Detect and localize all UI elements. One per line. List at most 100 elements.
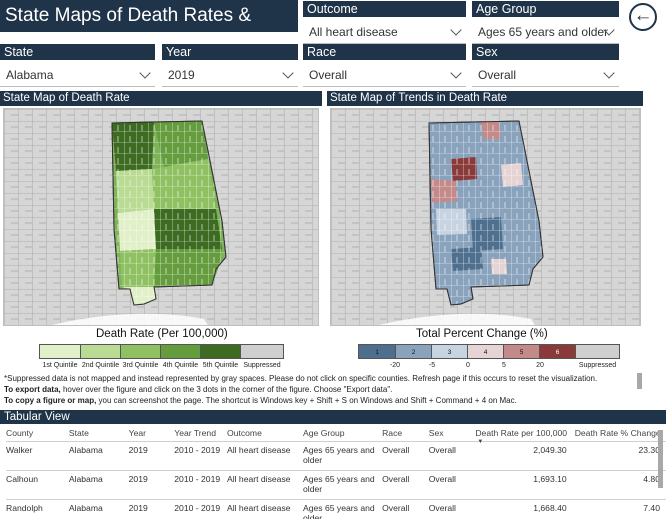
sex-value: Overall xyxy=(478,68,517,82)
table-scrollbar[interactable] xyxy=(658,430,663,488)
legend-label-q5: 5th Quintile xyxy=(202,362,239,369)
year-label: Year xyxy=(162,44,298,60)
cell-race: Overall xyxy=(382,469,429,499)
copy-note: To copy a figure or map, you can screens… xyxy=(4,396,517,406)
notes: *Suppressed data is not mapped and inste… xyxy=(4,373,632,407)
export-note: To export data, hover over the figure an… xyxy=(4,385,393,395)
legend-label-q2: 2nd Quintile xyxy=(81,362,120,369)
outcome-value: All heart disease xyxy=(309,25,398,39)
death-rate-map-title: State Map of Death Rate xyxy=(0,91,322,106)
table-header: County State Year Year Trend Outcome Age… xyxy=(6,424,666,445)
trend-tick-5: 20 xyxy=(536,362,544,369)
outcome-label: Outcome xyxy=(303,1,466,17)
state-value: Alabama xyxy=(6,68,54,82)
col-county[interactable]: County xyxy=(6,428,34,438)
cell-year: 2019 xyxy=(128,469,175,499)
cell-year-trend: 2010 - 2019 xyxy=(174,440,227,470)
cell-county: Calhoun xyxy=(6,469,69,499)
trend-map-title: State Map of Trends in Death Rate xyxy=(327,91,643,106)
chevron-down-icon xyxy=(450,67,462,79)
death-rate-legend xyxy=(39,344,285,362)
trend-swatch-suppressed xyxy=(575,344,620,359)
trend-swatch-5: 5 xyxy=(503,344,540,359)
year-value: 2019 xyxy=(168,68,195,82)
col-state[interactable]: State xyxy=(68,428,89,438)
age-group-label: Age Group xyxy=(472,1,619,17)
sex-dropdown[interactable]: Overall xyxy=(472,63,619,87)
chevron-down-icon xyxy=(603,67,615,79)
col-age-group[interactable]: Age Group xyxy=(303,428,345,438)
cell-age-group: Ages 65 years and older xyxy=(303,440,383,470)
back-arrow-icon[interactable]: ← xyxy=(629,3,657,31)
cell-state: Alabama xyxy=(68,498,129,519)
col-outcome[interactable]: Outcome xyxy=(226,428,262,438)
age-group-dropdown[interactable]: Ages 65 years and older xyxy=(472,20,619,44)
cell-death-rate-change: 7.40 xyxy=(574,498,666,519)
col-race[interactable]: Race xyxy=(382,428,403,438)
cell-year-trend: 2010 - 2019 xyxy=(174,498,227,519)
col-death-rate[interactable]: Death Rate per 100,000 ▼ xyxy=(475,428,568,445)
cell-age-group: Ages 65 years and older xyxy=(303,498,383,519)
data-table: County State Year Year Trend Outcome Age… xyxy=(6,424,666,519)
cell-sex: Overall xyxy=(428,498,476,519)
state-label: State xyxy=(0,44,155,60)
trend-tick-suppressed: Suppressed xyxy=(578,362,617,369)
cell-death-rate: 1,668.40 xyxy=(475,498,575,519)
tabular-view: County State Year Year Trend Outcome Age… xyxy=(0,424,666,519)
trend-swatch-2: 2 xyxy=(395,344,432,359)
cell-death-rate: 1,693.10 xyxy=(475,469,575,499)
trend-swatch-6: 6 xyxy=(539,344,576,359)
cell-year-trend: 2010 - 2019 xyxy=(174,469,227,499)
cell-death-rate-change: 23.30 xyxy=(574,440,666,470)
race-dropdown[interactable]: Overall xyxy=(303,63,466,87)
trend-legend: 1 2 3 4 5 6 xyxy=(358,344,620,362)
outcome-dropdown[interactable]: All heart disease xyxy=(303,20,466,44)
legend-label-q1: 1st Quintile xyxy=(42,362,78,369)
chevron-down-icon xyxy=(450,24,462,36)
legend-swatch-q2 xyxy=(80,344,121,359)
trend-legend-title: Total Percent Change (%) xyxy=(416,328,548,340)
trend-swatch-3: 3 xyxy=(431,344,468,359)
chevron-down-icon xyxy=(282,67,294,79)
col-death-rate-change[interactable]: Death Rate % Change xyxy=(574,428,661,438)
legend-swatch-q4 xyxy=(160,344,201,359)
race-value: Overall xyxy=(309,68,348,82)
trend-tick-2: -5 xyxy=(428,362,436,369)
col-year[interactable]: Year xyxy=(128,428,147,438)
trend-swatch-4: 4 xyxy=(467,344,504,359)
cell-state: Alabama xyxy=(68,440,129,470)
year-dropdown[interactable]: 2019 xyxy=(162,63,298,87)
death-rate-map[interactable] xyxy=(3,108,319,326)
col-sex[interactable]: Sex xyxy=(428,428,444,438)
trend-tick-4: 5 xyxy=(502,362,506,369)
cell-age-group: Ages 65 years and older xyxy=(303,469,383,499)
death-rate-map-svg xyxy=(4,109,318,325)
suppressed-note: *Suppressed data is not mapped and inste… xyxy=(4,374,598,383)
chevron-down-icon xyxy=(139,67,151,79)
legend-label-q4: 4th Quintile xyxy=(162,362,199,369)
cell-state: Alabama xyxy=(68,469,129,499)
tabular-view-title: Tabular View xyxy=(0,410,666,424)
table-row[interactable]: Walker Alabama 2019 2010 - 2019 All hear… xyxy=(6,440,666,470)
cell-race: Overall xyxy=(382,440,429,470)
col-year-trend[interactable]: Year Trend xyxy=(174,428,216,438)
cell-race: Overall xyxy=(382,498,429,519)
cell-year: 2019 xyxy=(128,498,175,519)
trend-swatch-1: 1 xyxy=(358,344,396,359)
notes-scrollbar[interactable] xyxy=(637,373,642,389)
legend-label-suppressed: Suppressed xyxy=(243,362,281,369)
cell-sex: Overall xyxy=(428,440,476,470)
legend-label-q3: 3rd Quintile xyxy=(122,362,159,369)
cell-sex: Overall xyxy=(428,469,476,499)
trend-tick-1: -20 xyxy=(389,362,401,369)
legend-swatch-q1 xyxy=(39,344,81,359)
cell-year: 2019 xyxy=(128,440,175,470)
table-row[interactable]: Randolph Alabama 2019 2010 - 2019 All he… xyxy=(6,498,666,519)
table-row[interactable]: Calhoun Alabama 2019 2010 - 2019 All hea… xyxy=(6,469,666,499)
sex-label: Sex xyxy=(472,44,619,60)
age-group-value: Ages 65 years and older xyxy=(478,25,609,39)
state-dropdown[interactable]: Alabama xyxy=(0,63,155,87)
cell-death-rate: 2,049.30 xyxy=(475,440,575,470)
cell-county: Walker xyxy=(6,440,69,470)
trend-map[interactable] xyxy=(330,108,641,326)
